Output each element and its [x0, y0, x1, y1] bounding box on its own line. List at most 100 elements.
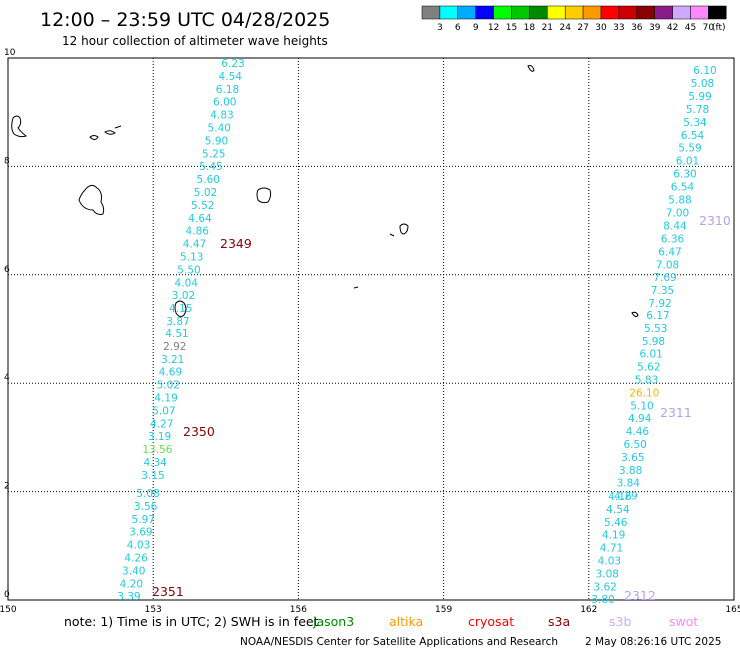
island-west-4 — [114, 125, 122, 129]
wave-height-label: 4.19 — [154, 393, 177, 405]
wave-height-label: 4.83 — [210, 110, 233, 122]
legend-swatch — [600, 5, 620, 20]
satellite-s3a: s3a — [548, 614, 570, 629]
latitude-tick-labels: 0 2 4 6 8 10 — [4, 48, 16, 600]
wave-height-label: 5.78 — [686, 104, 709, 116]
legend-swatch — [439, 5, 459, 20]
legend-label: 9 — [473, 23, 479, 33]
wave-height-label: 5.88 — [668, 195, 691, 207]
wave-height-label: 4.29 — [614, 491, 637, 503]
legend-label: 27 — [577, 23, 588, 33]
wave-height-label: 5.02 — [157, 380, 180, 392]
satellite-jason3: jason3 — [312, 614, 354, 629]
pass-number-label: 2349 — [220, 236, 252, 251]
wave-height-label: 4.26 — [124, 553, 148, 565]
wave-height-label: 4.20 — [120, 578, 143, 590]
wave-height-label: 7.35 — [651, 285, 674, 297]
legend-label: 6 — [455, 23, 461, 33]
legend-swatch — [457, 5, 476, 20]
pass-track: 4.512.923.214.695.024.195.074.273.1913.5… — [141, 328, 215, 482]
legend-label: 24 — [559, 23, 571, 33]
legend-label: 36 — [631, 23, 643, 33]
wave-height-label: 6.23 — [221, 58, 244, 70]
wave-height-label: 4.16 — [608, 491, 632, 503]
wave-height-label: 6.30 — [673, 169, 696, 181]
wave-height-label: 3.84 — [617, 478, 641, 490]
wave-height-label: 4.03 — [598, 556, 621, 568]
wave-height-label: 4.64 — [188, 213, 212, 225]
latitude-tick: 10 — [4, 48, 16, 58]
wave-height-label: 3.80 — [591, 594, 614, 606]
wave-height-label: 5.60 — [197, 174, 220, 186]
wave-height-label: 4.19 — [602, 530, 625, 542]
footer-credit: NOAA/NESDIS Center for Satellite Applica… — [240, 636, 558, 648]
wave-height-label: 5.13 — [180, 252, 203, 264]
wave-height-label: 6.01 — [639, 349, 662, 361]
footer-note: note: 1) Time is in UTC; 2) SWH is in fe… — [64, 614, 319, 629]
latitude-tick: 4 — [4, 373, 10, 383]
longitude-tick: 156 — [290, 605, 307, 615]
wave-height-label: 4.34 — [143, 457, 167, 469]
wave-height-label: 5.10 — [630, 400, 653, 412]
wave-height-label: 7.69 — [653, 272, 676, 284]
legend-swatch — [708, 5, 727, 20]
island-west-3 — [104, 130, 116, 135]
island-west-1 — [11, 115, 28, 138]
wave-height-label: 3.87 — [166, 316, 189, 328]
wave-height-label: 6.18 — [216, 84, 239, 96]
legend-label: 15 — [506, 23, 517, 33]
wave-height-label: 3.62 — [593, 581, 616, 593]
wave-height-label: 3.19 — [148, 431, 171, 443]
map-frame — [7, 57, 735, 601]
wave-height-label: 5.53 — [644, 323, 667, 335]
altimeter-tracks: 6.234.546.186.004.835.405.905.255.455.60… — [117, 58, 731, 606]
color-legend: 3 6 9 12 15 18 21 24 27 30 33 36 39 42 45 70 — [421, 5, 727, 33]
map-title: 12:00 – 23:59 UTC 04/28/2025 — [40, 9, 330, 31]
wave-height-label: 4.47 — [183, 239, 206, 251]
pass-track: 6.234.546.186.004.835.405.905.255.455.60… — [166, 58, 252, 328]
legend-swatch — [547, 5, 566, 20]
map-subtitle: 12 hour collection of altimeter wave hei… — [62, 34, 328, 48]
legend-swatch — [618, 5, 638, 20]
legend-label: 45 — [685, 23, 696, 33]
satellite-legend: jason3 altika cryosat s3a s3b swot — [312, 614, 698, 629]
legend-label: 21 — [542, 23, 553, 33]
legend-label: 33 — [613, 23, 624, 33]
wave-height-label: 4.69 — [159, 367, 182, 379]
wave-height-label: 4.03 — [127, 540, 150, 552]
wave-height-label: 5.59 — [678, 143, 701, 155]
wave-height-label: 5.45 — [199, 161, 222, 173]
legend-swatch — [529, 5, 548, 20]
longitude-tick: 150 — [0, 605, 17, 615]
island-east-2 — [631, 311, 639, 318]
wave-height-label: 7.92 — [648, 298, 671, 310]
legend-label: 42 — [667, 23, 678, 33]
wave-height-label: 5.98 — [642, 336, 665, 348]
island-center-1 — [256, 187, 272, 204]
wave-height-label: 5.90 — [205, 135, 228, 147]
wave-height-label: 6.50 — [623, 439, 646, 451]
wave-height-label: 2.92 — [163, 341, 186, 353]
legend-swatch — [511, 5, 530, 20]
wave-height-label: 4.46 — [626, 426, 650, 438]
legend-label: 30 — [595, 23, 607, 33]
wave-height-label: 5.46 — [604, 517, 628, 529]
wave-height-label: 5.52 — [191, 200, 214, 212]
island-west-2 — [89, 135, 99, 140]
longitude-tick: 159 — [435, 605, 452, 615]
footer-timestamp: 2 May 08:26:16 UTC 2025 — [585, 636, 721, 648]
legend-swatch — [564, 5, 584, 20]
wave-height-label: 5.34 — [683, 117, 707, 129]
wave-height-label: 4.54 — [219, 71, 243, 83]
wave-height-label: 5.62 — [637, 362, 660, 374]
wave-height-label: 6.36 — [661, 233, 685, 245]
wave-height-label: 3.40 — [122, 565, 145, 577]
wave-height-label: 5.02 — [194, 187, 217, 199]
wave-height-label: 3.69 — [129, 527, 152, 539]
graticule — [8, 58, 734, 600]
pass-number-label: 2312 — [624, 588, 656, 603]
wave-height-label: 6.54 — [681, 130, 705, 142]
wave-height-label: 6.01 — [676, 156, 699, 168]
wave-height-label: 7.08 — [656, 259, 679, 271]
wave-height-label: 6.10 — [693, 65, 716, 77]
